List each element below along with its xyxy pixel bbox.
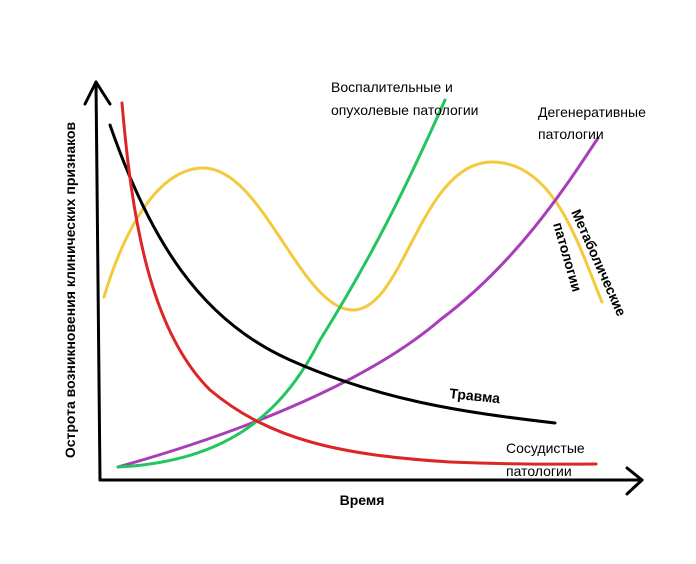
y-axis (94, 80, 102, 482)
vascular-label-line1: Сосудистые (506, 440, 585, 456)
inflammatory-label-line1: Воспалительные и (331, 79, 453, 95)
degenerative-label-line1: Дегенеративные (538, 104, 646, 120)
y-axis-label: Острота возникновения клинических призна… (62, 121, 78, 458)
x-axis-arrow (625, 466, 644, 496)
vascular-label-line2: патологии (506, 463, 572, 479)
trauma-label: Травма (449, 385, 501, 406)
y-axis-arrow (83, 80, 112, 106)
vascular-curve (120, 101, 598, 466)
degenerative-curve (116, 136, 600, 469)
trauma-curve (108, 123, 557, 425)
x-axis-label: Время (340, 492, 385, 508)
metabolic-curve (102, 160, 604, 312)
inflammatory-label-line2: опухолевые патологии (331, 102, 478, 118)
degenerative-label-line2: патологии (538, 126, 604, 142)
inflammatory-curve (116, 98, 447, 469)
